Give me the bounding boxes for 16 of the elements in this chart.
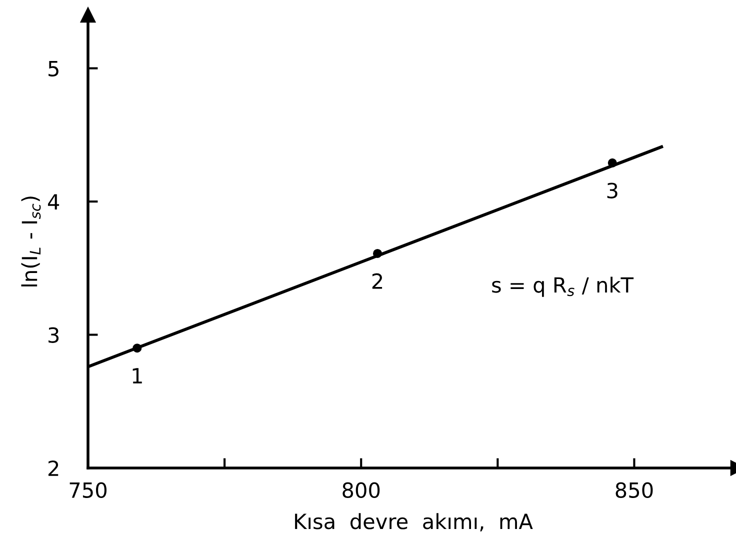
annotation: 1 (132, 368, 142, 384)
y-tick-label: 3 (48, 327, 59, 343)
x-tick-label: 850 (616, 482, 653, 498)
x-tick-label: 750 (70, 482, 106, 498)
x-tick-label: 800 (342, 482, 380, 498)
y-tick-label: 5 (48, 61, 58, 77)
point (132, 344, 142, 353)
annotation: 3 (607, 182, 618, 198)
y-tick-label: 4 (48, 194, 60, 210)
annotation: 2 (372, 273, 382, 289)
y-tick-label: 2 (48, 460, 58, 476)
point (608, 158, 617, 168)
annotation: s = q R$_{s}$ / nkT (492, 276, 634, 297)
point (372, 248, 382, 258)
y-axis-title: ln(I$_{L}$ - I$_{sc}$) (21, 196, 41, 286)
x-axis-title: Kısa devre akımı, mA (295, 513, 533, 532)
